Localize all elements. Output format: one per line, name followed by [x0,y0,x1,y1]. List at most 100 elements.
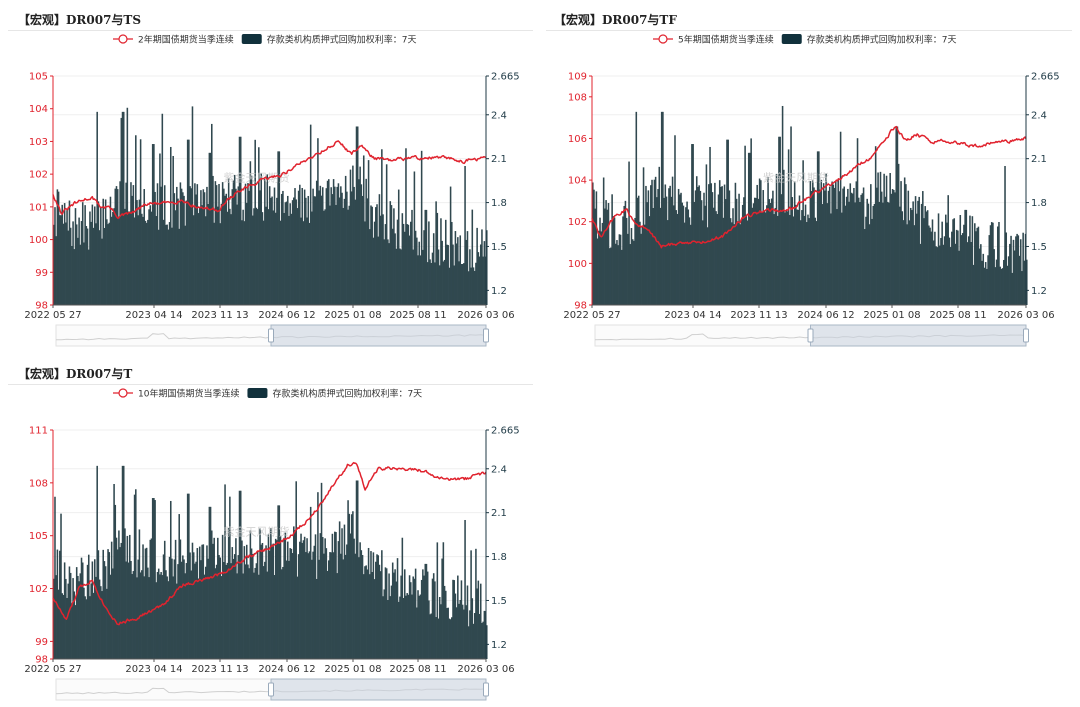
bar [467,271,470,305]
right-axis-tick: 2.4 [1031,110,1047,121]
bar [407,594,410,659]
bar [403,231,406,305]
bar [699,190,702,305]
legend-bar-icon [241,34,262,44]
bar [399,248,401,305]
bar [383,239,386,305]
bar [302,221,305,305]
bar [774,207,777,305]
bar [306,217,308,305]
slider-window[interactable] [810,324,1027,347]
bar [151,498,154,659]
left-axis-tick: 102 [29,170,48,181]
bar [596,238,599,305]
bar [335,532,337,659]
bar [318,190,320,305]
bar [792,216,795,305]
slider-window[interactable] [270,324,487,347]
x-axis-tick: 2026 03 06 [997,310,1054,321]
bar [847,188,849,305]
bar [425,209,428,305]
bar [634,217,636,305]
bar [411,594,413,659]
x-axis-tick: 2022 05 27 [24,310,81,321]
bar [326,180,329,305]
slider-handle-right[interactable] [483,682,489,697]
slider-handle-right[interactable] [1023,328,1029,343]
bar [876,187,878,305]
bar [372,552,375,659]
bar [874,146,877,305]
bar [749,152,751,305]
bar [400,249,402,305]
bar [63,562,66,659]
bar [159,153,161,305]
bar [191,542,194,659]
bar [767,177,769,305]
bar [266,571,269,659]
bar [250,548,253,659]
bar [130,560,132,659]
x-axis-tick: 2022 05 27 [563,310,620,321]
bar [385,164,388,305]
zoom-slider[interactable] [55,324,489,347]
zoom-slider[interactable] [594,324,1029,347]
bar [1010,235,1012,305]
bar [253,572,255,659]
bar [936,247,939,305]
bar [340,186,342,305]
bar [937,213,940,305]
left-axis-tick: 109 [568,72,587,83]
slider-handle-left[interactable] [268,328,274,343]
bar [183,195,185,305]
bar [1023,260,1026,305]
bar [681,202,684,305]
bar [924,206,927,305]
bar [402,223,405,305]
bar [629,244,632,305]
bar [872,205,875,305]
slider-handle-left[interactable] [268,682,274,697]
bar [314,534,317,659]
bar [65,222,67,305]
bar [1026,259,1028,305]
bar [279,535,282,659]
bar [838,191,841,305]
bar [815,221,818,305]
bar [486,230,488,305]
bar [315,578,318,659]
bar [225,193,228,305]
bar [695,176,698,305]
bar [934,231,936,305]
bar [882,202,884,305]
bar [391,228,394,305]
bar [369,574,371,659]
bar [377,555,379,659]
bar [320,195,323,305]
bar [267,209,270,305]
bar [74,605,77,659]
bar [364,221,366,305]
bar [987,255,989,305]
bar [1017,235,1020,305]
slider-handle-right[interactable] [483,328,489,343]
bar [340,553,342,659]
right-axis-tick: 1.5 [1031,242,1047,253]
bar [83,587,85,659]
bar [414,230,417,305]
slider-handle-left[interactable] [807,328,814,343]
bar [268,550,271,659]
right-axis-tick: 2.1 [491,508,507,519]
bar [94,206,96,305]
slider-window[interactable] [270,678,487,701]
bar [355,480,358,659]
bar [867,203,870,305]
bar [464,165,466,305]
bar [900,181,902,305]
x-axis-tick: 2025 08 11 [929,310,986,321]
bar [221,534,224,659]
zoom-slider[interactable] [55,678,489,701]
